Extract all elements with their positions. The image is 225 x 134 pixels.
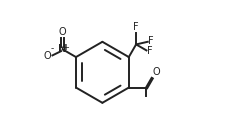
Text: -: -: [50, 44, 54, 53]
Text: F: F: [146, 46, 152, 56]
Text: O: O: [43, 51, 51, 61]
Text: O: O: [59, 27, 66, 37]
Text: +: +: [62, 42, 69, 52]
Text: F: F: [133, 23, 138, 32]
Text: O: O: [152, 67, 159, 77]
Text: N: N: [58, 44, 67, 54]
Text: F: F: [148, 36, 153, 46]
